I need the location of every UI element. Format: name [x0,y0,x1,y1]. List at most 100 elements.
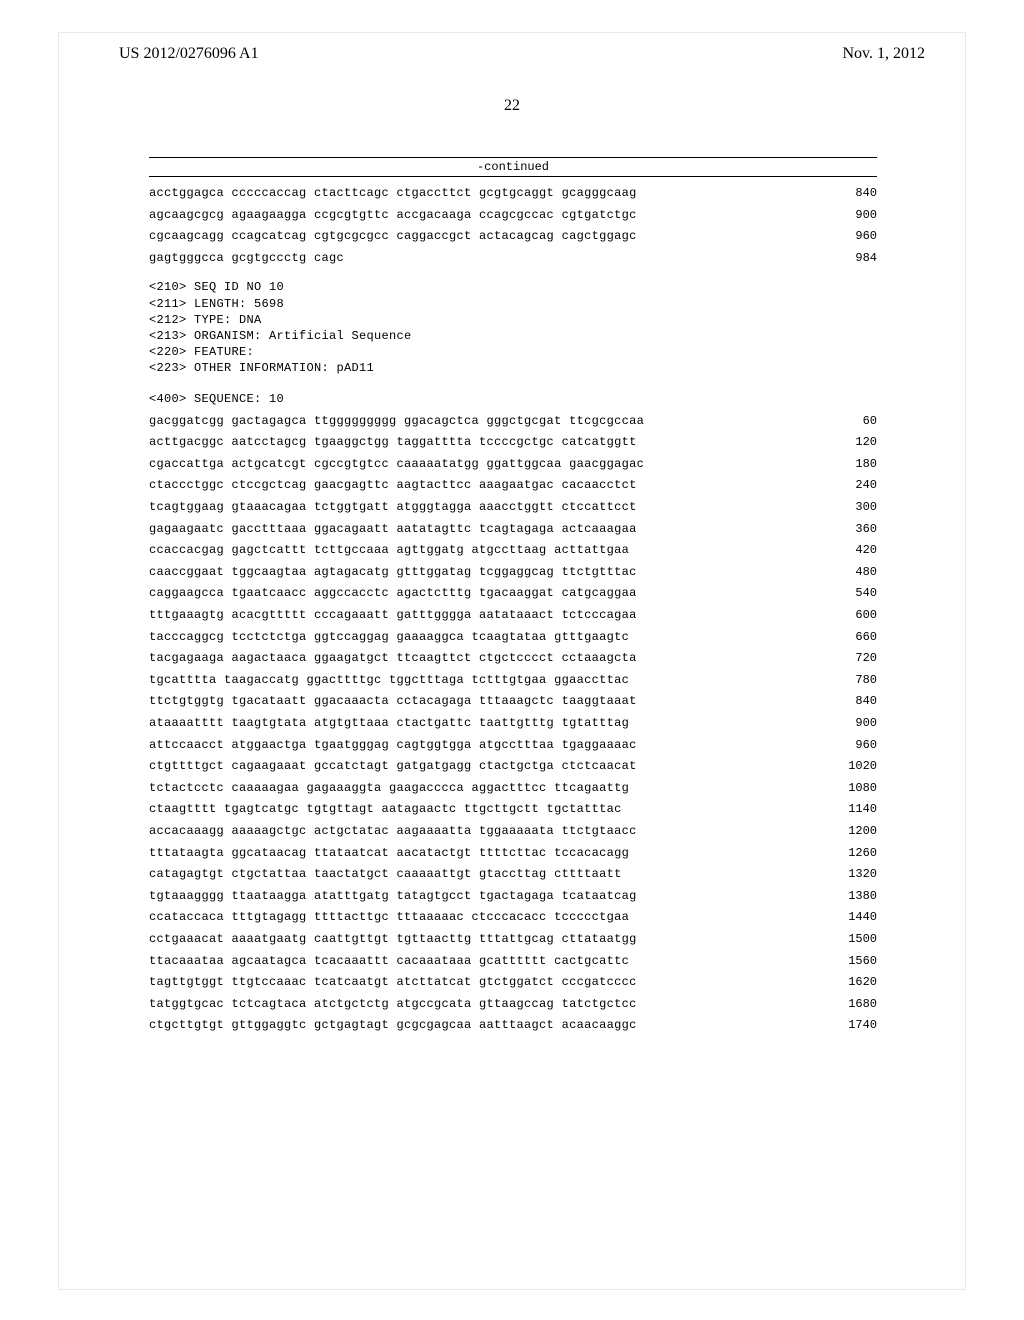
sequence-position: 120 [829,436,877,448]
sequence-text: acttgacggc aatcctagcg tgaaggctgg taggatt… [149,436,637,448]
sequence-line: agcaagcgcg agaagaagga ccgcgtgttc accgaca… [149,209,877,231]
sequence-text: ctgttttgct cagaagaaat gccatctagt gatgatg… [149,760,637,772]
sequence-position: 240 [829,479,877,491]
sequence-line: cctgaaacat aaaatgaatg caattgttgt tgttaac… [149,933,877,955]
sequence-text: catagagtgt ctgctattaa taactatgct caaaaat… [149,868,622,880]
sequence-line: tagttgtggt ttgtccaaac tcatcaatgt atcttat… [149,976,877,998]
publication-number: US 2012/0276096 A1 [119,45,259,63]
sequence-text: tagttgtggt ttgtccaaac tcatcaatgt atcttat… [149,976,637,988]
page-frame: US 2012/0276096 A1 Nov. 1, 2012 22 -cont… [58,32,966,1290]
sequence-line: ccataccaca tttgtagagg ttttacttgc tttaaaa… [149,911,877,933]
sequence-text: accacaaagg aaaaagctgc actgctatac aagaaaa… [149,825,637,837]
sequence-position: 720 [829,652,877,664]
sequence-position: 540 [829,587,877,599]
sequence-line: ttctgtggtg tgacataatt ggacaaacta cctacag… [149,695,877,717]
sequence-text: ccaccacgag gagctcattt tcttgccaaa agttgga… [149,544,629,556]
sequence-line: acttgacggc aatcctagcg tgaaggctgg taggatt… [149,436,877,458]
sequence-line: acctggagca cccccaccag ctacttcagc ctgacct… [149,187,877,209]
sequence-position: 1260 [829,847,877,859]
sequence-line: cgcaagcagg ccagcatcag cgtgcgcgcc caggacc… [149,230,877,252]
sequence-position: 900 [829,209,877,221]
sequence-text: cgaccattga actgcatcgt cgccgtgtcc caaaaat… [149,458,644,470]
sequence-position: 660 [829,631,877,643]
sequence-text: tgtaaagggg ttaataagga atatttgatg tatagtg… [149,890,637,902]
sequence-position: 360 [829,523,877,535]
continued-label: -continued [477,160,549,174]
sequence-position: 420 [829,544,877,556]
sequence-line: gagaagaatc gacctttaaa ggacagaatt aatatag… [149,523,877,545]
sequence-text: cctgaaacat aaaatgaatg caattgttgt tgttaac… [149,933,637,945]
sequence-position: 1020 [829,760,877,772]
sequence-line: tgtaaagggg ttaataagga atatttgatg tatagtg… [149,890,877,912]
sequence-line: tcagtggaag gtaaacagaa tctggtgatt atgggta… [149,501,877,523]
sequence-text: tatggtgcac tctcagtaca atctgctctg atgccgc… [149,998,637,1010]
sequence-text: acctggagca cccccaccag ctacttcagc ctgacct… [149,187,637,199]
sequence-position: 300 [829,501,877,513]
sequence-header: <400> SEQUENCE: 10 [149,385,877,415]
sequence-position: 600 [829,609,877,621]
sequence-text: tcagtggaag gtaaacagaa tctggtgatt atgggta… [149,501,637,513]
sequence-listing: -continued acctggagca cccccaccag ctacttc… [149,157,877,1041]
sequence-position: 1740 [829,1019,877,1031]
sequence-text: cgcaagcagg ccagcatcag cgtgcgcgcc caggacc… [149,230,637,242]
sequence-text: tttgaaagtg acacgttttt cccagaaatt gatttgg… [149,609,637,621]
sequence-text: ccataccaca tttgtagagg ttttacttgc tttaaaa… [149,911,629,923]
sequence-text: tacgagaaga aagactaaca ggaagatgct ttcaagt… [149,652,637,664]
sequence-line: ctaccctggc ctccgctcag gaacgagttc aagtact… [149,479,877,501]
sequence-line: tatggtgcac tctcagtaca atctgctctg atgccgc… [149,998,877,1020]
sequence-line: ccaccacgag gagctcattt tcttgccaaa agttgga… [149,544,877,566]
sequence-line: caggaagcca tgaatcaacc aggccacctc agactct… [149,587,877,609]
sequence-position: 480 [829,566,877,578]
sequence-line: ttacaaataa agcaatagca tcacaaattt cacaaat… [149,955,877,977]
sequence-line: tacccaggcg tcctctctga ggtccaggag gaaaagg… [149,631,877,653]
sequence-position: 1080 [829,782,877,794]
sequence-text: gacggatcgg gactagagca ttggggggggg ggacag… [149,415,644,427]
sequence-text: tacccaggcg tcctctctga ggtccaggag gaaaagg… [149,631,629,643]
sequence-position: 1380 [829,890,877,902]
sequence-text: tctactcctc caaaaagaa gagaaaggta gaagaccc… [149,782,629,794]
sequence-line: ctgcttgtgt gttggaggtc gctgagtagt gcgcgag… [149,1019,877,1041]
sequence-text: ctaagtttt tgagtcatgc tgtgttagt aatagaact… [149,803,622,815]
sequence-text: tgcatttta taagaccatg ggacttttgc tggcttta… [149,674,629,686]
sequence-position: 1620 [829,976,877,988]
sequence-text: gagaagaatc gacctttaaa ggacagaatt aatatag… [149,523,637,535]
sequence-text: attccaacct atggaactga tgaatgggag cagtggt… [149,739,637,751]
sequence-position: 840 [829,695,877,707]
prior-sequence-block: acctggagca cccccaccag ctacttcagc ctgacct… [149,187,877,273]
sequence-position: 180 [829,458,877,470]
sequence-text: ctaccctggc ctccgctcag gaacgagttc aagtact… [149,479,637,491]
sequence-text: ataaaatttt taagtgtata atgtgttaaa ctactga… [149,717,629,729]
sequence-line: ataaaatttt taagtgtata atgtgttaaa ctactga… [149,717,877,739]
sequence-line: tacgagaaga aagactaaca ggaagatgct ttcaagt… [149,652,877,674]
sequence-line: tctactcctc caaaaagaa gagaaaggta gaagaccc… [149,782,877,804]
page-header: US 2012/0276096 A1 Nov. 1, 2012 [59,33,965,69]
sequence-position: 1140 [829,803,877,815]
sequence-metadata: <210> SEQ ID NO 10 <211> LENGTH: 5698 <2… [149,273,877,384]
sequence-line: cgaccattga actgcatcgt cgccgtgtcc caaaaat… [149,458,877,480]
continued-bar: -continued [149,157,877,177]
sequence-position: 1440 [829,911,877,923]
sequence-text: caggaagcca tgaatcaacc aggccacctc agactct… [149,587,637,599]
sequence-line: tttataagta ggcataacag ttataatcat aacatac… [149,847,877,869]
page-number: 22 [59,97,965,115]
sequence-text: gagtgggcca gcgtgccctg cagc [149,252,344,264]
sequence-line: ctaagtttt tgagtcatgc tgtgttagt aatagaact… [149,803,877,825]
sequence-line: attccaacct atggaactga tgaatgggag cagtggt… [149,739,877,761]
sequence-line: caaccggaat tggcaagtaa agtagacatg gtttgga… [149,566,877,588]
sequence-position: 960 [829,739,877,751]
sequence-text: ttacaaataa agcaatagca tcacaaattt cacaaat… [149,955,629,967]
sequence-position: 1560 [829,955,877,967]
sequence-position: 840 [829,187,877,199]
sequence-line: gagtgggcca gcgtgccctg cagc984 [149,252,877,274]
publication-date: Nov. 1, 2012 [842,45,925,63]
main-sequence-block: gacggatcgg gactagagca ttggggggggg ggacag… [149,415,877,1041]
sequence-position: 900 [829,717,877,729]
sequence-line: tttgaaagtg acacgttttt cccagaaatt gatttgg… [149,609,877,631]
sequence-text: ctgcttgtgt gttggaggtc gctgagtagt gcgcgag… [149,1019,637,1031]
sequence-line: ctgttttgct cagaagaaat gccatctagt gatgatg… [149,760,877,782]
sequence-text: tttataagta ggcataacag ttataatcat aacatac… [149,847,629,859]
sequence-position: 1320 [829,868,877,880]
sequence-line: accacaaagg aaaaagctgc actgctatac aagaaaa… [149,825,877,847]
sequence-position: 1200 [829,825,877,837]
sequence-line: catagagtgt ctgctattaa taactatgct caaaaat… [149,868,877,890]
